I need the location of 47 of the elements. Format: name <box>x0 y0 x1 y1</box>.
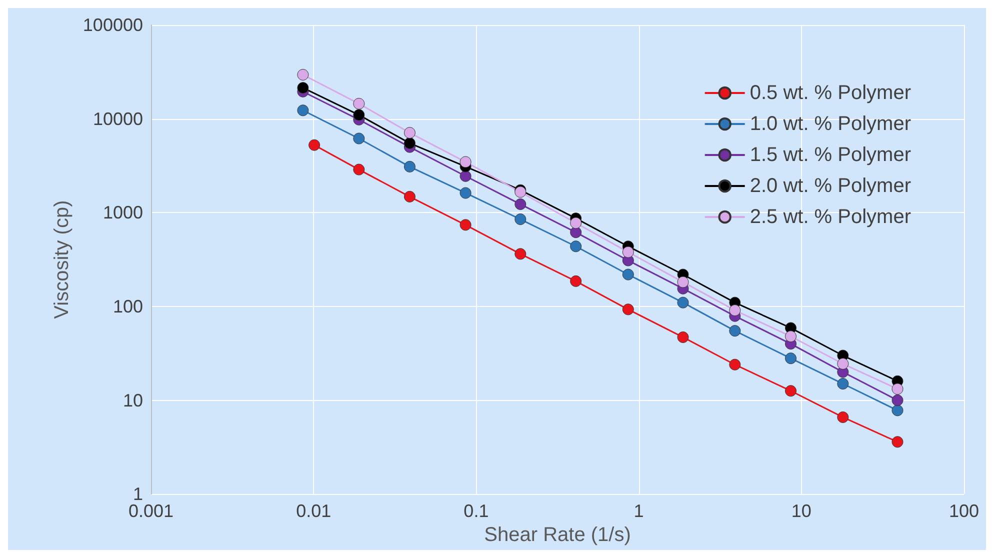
x-tick-label: 0.1 <box>464 501 489 522</box>
point <box>785 385 796 397</box>
y-tick-label: 10000 <box>92 108 143 129</box>
point <box>353 132 365 144</box>
legend-label: 0.5 wt. % Polymer <box>750 82 912 104</box>
x-tick-label: 100 <box>948 501 980 522</box>
point <box>514 214 526 226</box>
x-axis-title: Shear Rate (1/s) <box>484 524 631 546</box>
point <box>677 331 689 343</box>
point <box>729 304 741 316</box>
point <box>677 276 689 288</box>
point <box>622 268 634 280</box>
point <box>892 383 904 395</box>
point <box>892 404 904 416</box>
point <box>460 156 472 168</box>
point <box>622 246 634 258</box>
point <box>677 296 689 308</box>
point <box>460 219 472 231</box>
point <box>785 330 796 342</box>
point <box>892 436 904 448</box>
x-tick-label: 10 <box>791 501 812 522</box>
legend-label: 2.0 wt. % Polymer <box>750 175 912 197</box>
y-tick-label: 100 <box>112 296 143 316</box>
point <box>353 109 365 121</box>
point <box>460 170 472 182</box>
point <box>837 378 849 390</box>
point <box>353 98 365 110</box>
y-tick-label: 1000 <box>102 202 143 223</box>
point <box>892 394 904 406</box>
y-tick-label: 100000 <box>82 15 143 35</box>
point <box>729 358 741 370</box>
x-tick-label: 0.01 <box>296 501 332 522</box>
point <box>785 352 796 364</box>
point <box>837 411 849 423</box>
legend-label: 2.5 wt. % Polymer <box>750 206 912 228</box>
y-tick-label: 10 <box>122 390 143 410</box>
x-tick-label: 1 <box>634 501 644 522</box>
point <box>729 325 741 337</box>
point <box>514 248 526 260</box>
point <box>622 304 634 316</box>
legend-label: 1.0 wt. % Polymer <box>750 113 912 135</box>
y-axis-title: Viscosity (cp) <box>51 200 74 319</box>
point <box>460 187 472 199</box>
point <box>514 198 526 210</box>
point <box>837 358 849 370</box>
legend-label: 1.5 wt. % Polymer <box>750 144 912 166</box>
point <box>353 164 365 176</box>
